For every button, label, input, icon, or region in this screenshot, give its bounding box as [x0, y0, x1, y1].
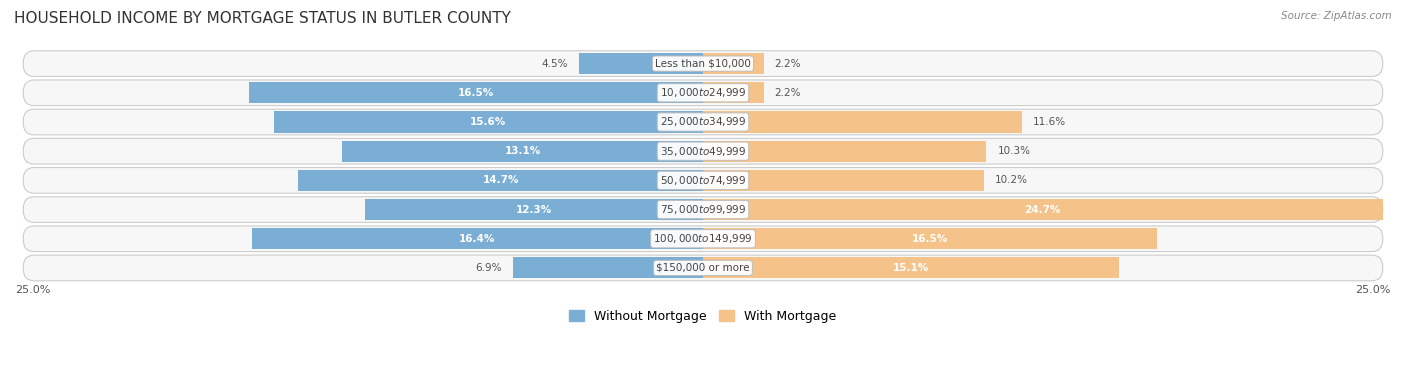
Text: 15.1%: 15.1%: [893, 263, 929, 273]
Text: 11.6%: 11.6%: [1033, 117, 1066, 127]
Text: $100,000 to $149,999: $100,000 to $149,999: [654, 232, 752, 245]
Bar: [249, 82, 703, 103]
Bar: [252, 228, 703, 249]
Bar: [343, 141, 703, 162]
Text: $50,000 to $74,999: $50,000 to $74,999: [659, 174, 747, 187]
Text: $75,000 to $99,999: $75,000 to $99,999: [659, 203, 747, 216]
Text: 14.7%: 14.7%: [482, 175, 519, 185]
Text: $25,000 to $34,999: $25,000 to $34,999: [659, 116, 747, 129]
Text: 2.2%: 2.2%: [775, 59, 801, 69]
Text: $150,000 or more: $150,000 or more: [657, 263, 749, 273]
Bar: [298, 170, 703, 191]
Text: 13.1%: 13.1%: [505, 146, 541, 156]
Bar: [703, 82, 763, 103]
Bar: [274, 112, 703, 133]
Text: 6.9%: 6.9%: [475, 263, 502, 273]
Bar: [703, 112, 1022, 133]
Text: $35,000 to $49,999: $35,000 to $49,999: [659, 145, 747, 158]
Text: 16.5%: 16.5%: [458, 88, 494, 98]
FancyBboxPatch shape: [24, 197, 1382, 222]
FancyBboxPatch shape: [24, 226, 1382, 252]
Text: Less than $10,000: Less than $10,000: [655, 59, 751, 69]
Text: Source: ZipAtlas.com: Source: ZipAtlas.com: [1281, 11, 1392, 21]
Legend: Without Mortgage, With Mortgage: Without Mortgage, With Mortgage: [564, 305, 842, 328]
FancyBboxPatch shape: [24, 80, 1382, 105]
Bar: [703, 53, 763, 74]
Text: 4.5%: 4.5%: [541, 59, 568, 69]
FancyBboxPatch shape: [24, 167, 1382, 193]
Text: 2.2%: 2.2%: [775, 88, 801, 98]
Bar: [579, 53, 703, 74]
Bar: [513, 257, 703, 279]
Bar: [703, 170, 984, 191]
Bar: [364, 199, 703, 220]
Text: $10,000 to $24,999: $10,000 to $24,999: [659, 86, 747, 99]
FancyBboxPatch shape: [24, 255, 1382, 281]
Text: 12.3%: 12.3%: [516, 204, 553, 215]
Bar: [703, 199, 1382, 220]
Text: 10.3%: 10.3%: [997, 146, 1031, 156]
Bar: [703, 257, 1119, 279]
Text: 25.0%: 25.0%: [15, 285, 51, 296]
FancyBboxPatch shape: [24, 138, 1382, 164]
Text: 16.4%: 16.4%: [460, 234, 495, 244]
FancyBboxPatch shape: [24, 109, 1382, 135]
Text: 16.5%: 16.5%: [912, 234, 948, 244]
Text: 24.7%: 24.7%: [1025, 204, 1062, 215]
Bar: [703, 228, 1157, 249]
Text: 25.0%: 25.0%: [1355, 285, 1391, 296]
Text: 10.2%: 10.2%: [994, 175, 1028, 185]
Bar: [703, 141, 987, 162]
Text: HOUSEHOLD INCOME BY MORTGAGE STATUS IN BUTLER COUNTY: HOUSEHOLD INCOME BY MORTGAGE STATUS IN B…: [14, 11, 510, 26]
FancyBboxPatch shape: [24, 51, 1382, 76]
Text: 15.6%: 15.6%: [470, 117, 506, 127]
